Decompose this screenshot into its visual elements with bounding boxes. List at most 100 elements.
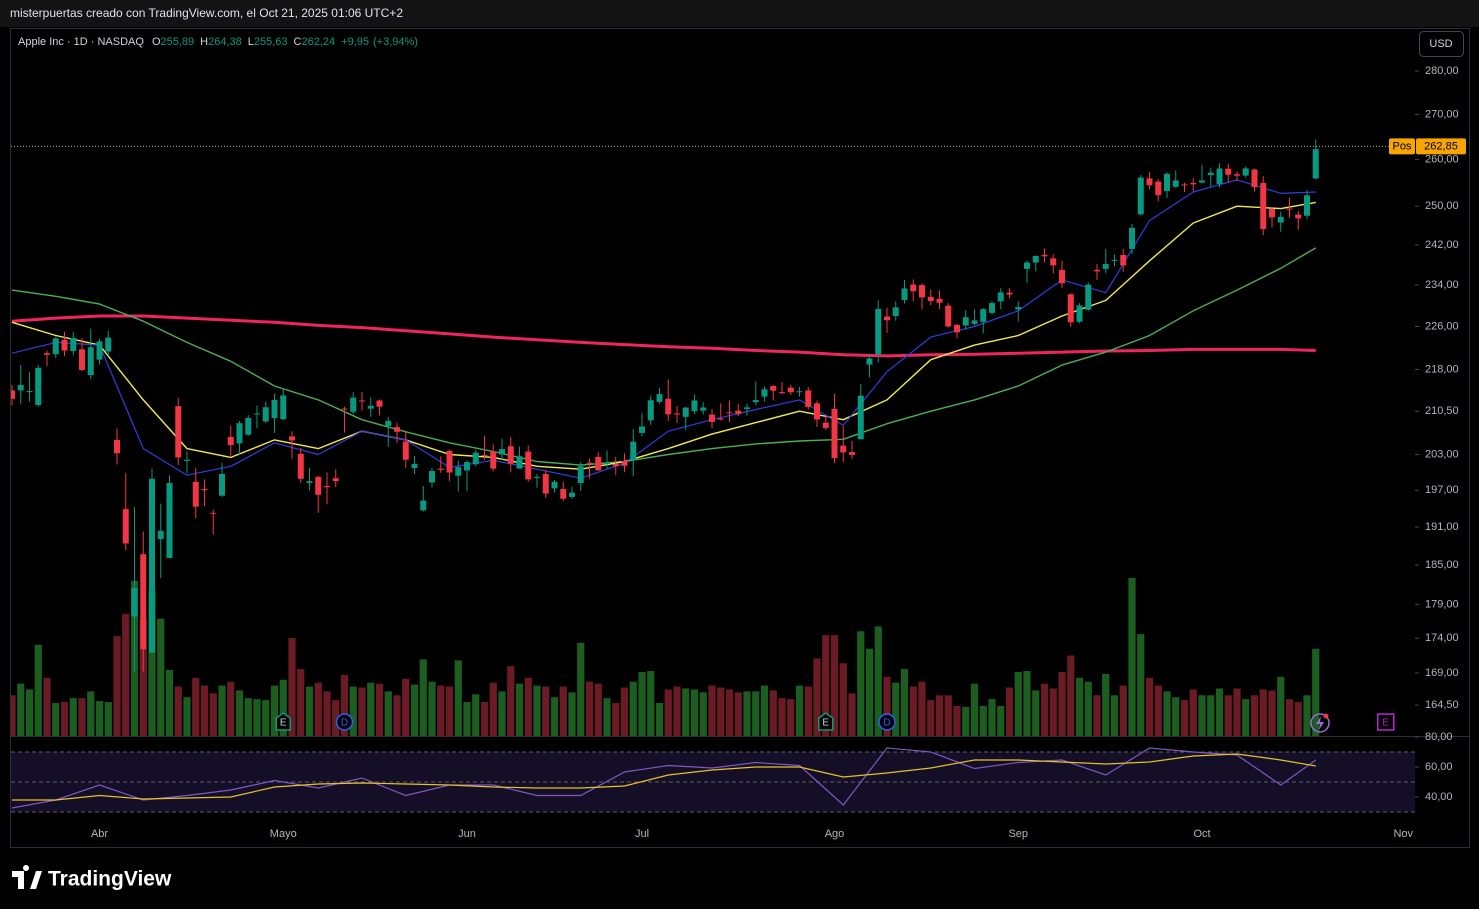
volume-bar xyxy=(725,689,734,736)
y-tick-label: 174,00 xyxy=(1425,632,1459,644)
volume-bar xyxy=(1189,689,1197,736)
rsi-line xyxy=(12,753,1316,801)
volume-bar xyxy=(708,685,716,736)
volume-bar xyxy=(515,683,524,736)
volume-bar xyxy=(52,703,60,736)
volume-bar xyxy=(997,705,1005,736)
candle-body xyxy=(682,407,689,417)
volume-bar xyxy=(550,697,559,736)
volume-bar xyxy=(1233,688,1241,736)
change: +9,95 xyxy=(341,36,369,48)
candle-body xyxy=(149,478,155,653)
volume-bar xyxy=(533,685,541,736)
volume-bar xyxy=(148,590,156,736)
volume-bar xyxy=(760,685,769,736)
volume-bar xyxy=(113,636,121,736)
candle-body xyxy=(612,463,619,467)
candle-body xyxy=(1207,172,1214,176)
event-label: D xyxy=(883,718,890,729)
candle-body xyxy=(411,463,418,469)
candle-body xyxy=(875,308,882,355)
candle-body xyxy=(717,418,724,420)
volume-bar xyxy=(629,681,637,736)
candle-body xyxy=(507,446,514,464)
volume-bar xyxy=(717,687,725,736)
symbol-readout: Apple Inc · 1D · NASDAQ O255,89 H264,38 L25… xyxy=(18,36,418,48)
candle-body xyxy=(787,387,794,393)
volume-bar xyxy=(682,688,690,736)
volume-bar xyxy=(1163,691,1171,736)
candle-body xyxy=(962,317,969,326)
candle-body xyxy=(639,426,645,433)
volume-bar xyxy=(25,689,34,736)
candle-body xyxy=(17,384,24,391)
candle-body xyxy=(971,320,978,324)
candle-body xyxy=(1094,269,1100,272)
volume-bar xyxy=(848,693,856,736)
candle-body xyxy=(157,530,164,540)
candle-body xyxy=(927,296,934,301)
volume-bar xyxy=(559,686,567,736)
candle-body xyxy=(560,489,567,499)
candle-body xyxy=(341,408,348,410)
x-tick-label: Abr xyxy=(91,828,108,840)
candle-body xyxy=(779,392,785,394)
candle-body xyxy=(140,554,147,650)
candle-body xyxy=(350,397,357,412)
volume-bar xyxy=(935,695,944,736)
candle-body xyxy=(1225,168,1232,175)
candle-body xyxy=(700,407,707,411)
readout-key: H xyxy=(200,36,208,48)
volume-bar xyxy=(1137,634,1145,736)
y-tick-label: 197,00 xyxy=(1425,484,1459,496)
candle-body xyxy=(420,500,427,511)
candle-body xyxy=(376,400,383,407)
candle-body xyxy=(770,385,777,391)
volume-bar xyxy=(577,642,585,736)
y-tick-label: 185,00 xyxy=(1425,559,1459,571)
volume-bar xyxy=(1023,671,1031,736)
volume-bar xyxy=(244,698,252,736)
volume-bar xyxy=(95,701,104,736)
candle-body xyxy=(604,462,610,464)
volume-bar xyxy=(585,681,594,736)
candle-body xyxy=(814,403,820,420)
volume-bar xyxy=(498,691,506,736)
candle-body xyxy=(569,492,575,497)
volume-bar xyxy=(743,691,751,736)
candle-body xyxy=(577,466,584,483)
candle-body xyxy=(656,394,663,402)
candle-body xyxy=(26,390,33,393)
y-tick-label: 226,00 xyxy=(1425,320,1459,332)
event-label: E xyxy=(1382,718,1389,729)
currency-label[interactable]: USD xyxy=(1429,38,1452,50)
currency-button[interactable] xyxy=(1419,31,1464,57)
candle-body xyxy=(726,412,733,414)
volume-bar xyxy=(1119,685,1127,736)
price-pane xyxy=(11,139,1320,736)
y-tick-label: 280,00 xyxy=(1425,65,1459,77)
candle-body xyxy=(621,460,628,466)
candle-body xyxy=(840,445,847,453)
y-tick-label: 169,00 xyxy=(1425,667,1459,679)
candle-body xyxy=(849,452,855,455)
volume-bar xyxy=(970,683,979,736)
candle-body xyxy=(1059,269,1065,284)
candle-body xyxy=(61,339,68,351)
volume-bar xyxy=(594,683,602,736)
candle-body xyxy=(1172,180,1179,187)
volume-bar xyxy=(865,648,874,736)
volume-bar xyxy=(174,686,182,736)
volume-bar xyxy=(332,700,340,736)
volume-bar xyxy=(437,685,445,736)
volume-bar xyxy=(1093,695,1101,736)
volume-bar xyxy=(830,635,839,736)
volume-bar xyxy=(1128,577,1136,736)
candle-body xyxy=(735,410,742,414)
candle-body xyxy=(122,509,129,544)
volume-bar xyxy=(200,685,209,736)
volume-bar xyxy=(34,644,42,736)
volume-bar xyxy=(857,631,865,736)
candle-body xyxy=(455,467,462,476)
x-tick-label: Jul xyxy=(635,828,649,840)
